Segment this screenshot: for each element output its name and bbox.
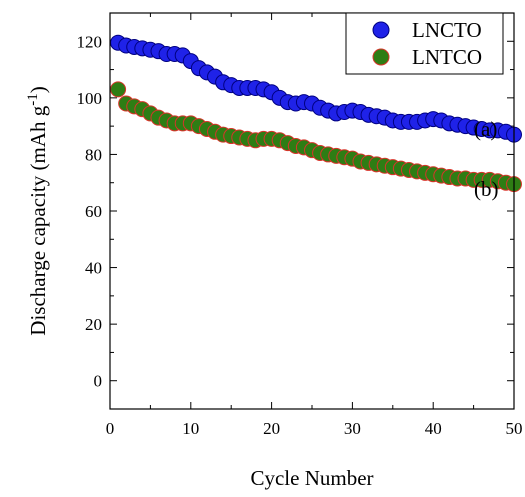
x-tick-label: 50 — [506, 419, 523, 438]
x-tick-label: 10 — [182, 419, 199, 438]
y-tick-label: 120 — [77, 32, 103, 51]
series-lntco — [110, 81, 522, 193]
y-tick-label: 0 — [94, 372, 103, 391]
x-tick-label: 0 — [106, 419, 115, 438]
legend-label-lntco: LNTCO — [412, 45, 482, 69]
x-tick-label: 20 — [263, 419, 280, 438]
data-point-lntco — [110, 81, 127, 98]
y-axis-title: Discharge capacity (mAh g-1) — [25, 86, 50, 335]
y-tick-label: 60 — [85, 202, 102, 221]
legend-marker-lncto — [372, 21, 390, 39]
legend-marker-lntco — [372, 48, 390, 66]
annotation-b: (b) — [474, 177, 499, 201]
x-axis-title: Cycle Number — [250, 466, 373, 490]
y-tick-label: 80 — [85, 145, 102, 164]
annotation-a: (a) — [474, 117, 497, 141]
y-axis-title-close: ) — [26, 86, 50, 93]
y-tick-labels: 0 20 40 60 80 100 120 — [77, 32, 103, 390]
y-axis-title-superscript: -1 — [25, 93, 41, 106]
y-tick-label: 40 — [85, 259, 102, 278]
x-tick-labels: 0 10 20 30 40 50 — [106, 419, 523, 438]
x-tick-label: 40 — [425, 419, 442, 438]
legend-box — [345, 12, 504, 75]
series-lncto — [110, 34, 522, 143]
x-tick-label: 30 — [344, 419, 361, 438]
plot-frame — [109, 12, 515, 410]
y-tick-label: 20 — [85, 315, 102, 334]
y-axis-title-main: Discharge capacity (mAh g — [26, 105, 50, 335]
data-points — [110, 34, 522, 193]
y-tick-label: 100 — [77, 89, 103, 108]
legend-label-lncto: LNCTO — [412, 18, 482, 42]
legend: LNCTO LNTCO — [345, 12, 504, 75]
